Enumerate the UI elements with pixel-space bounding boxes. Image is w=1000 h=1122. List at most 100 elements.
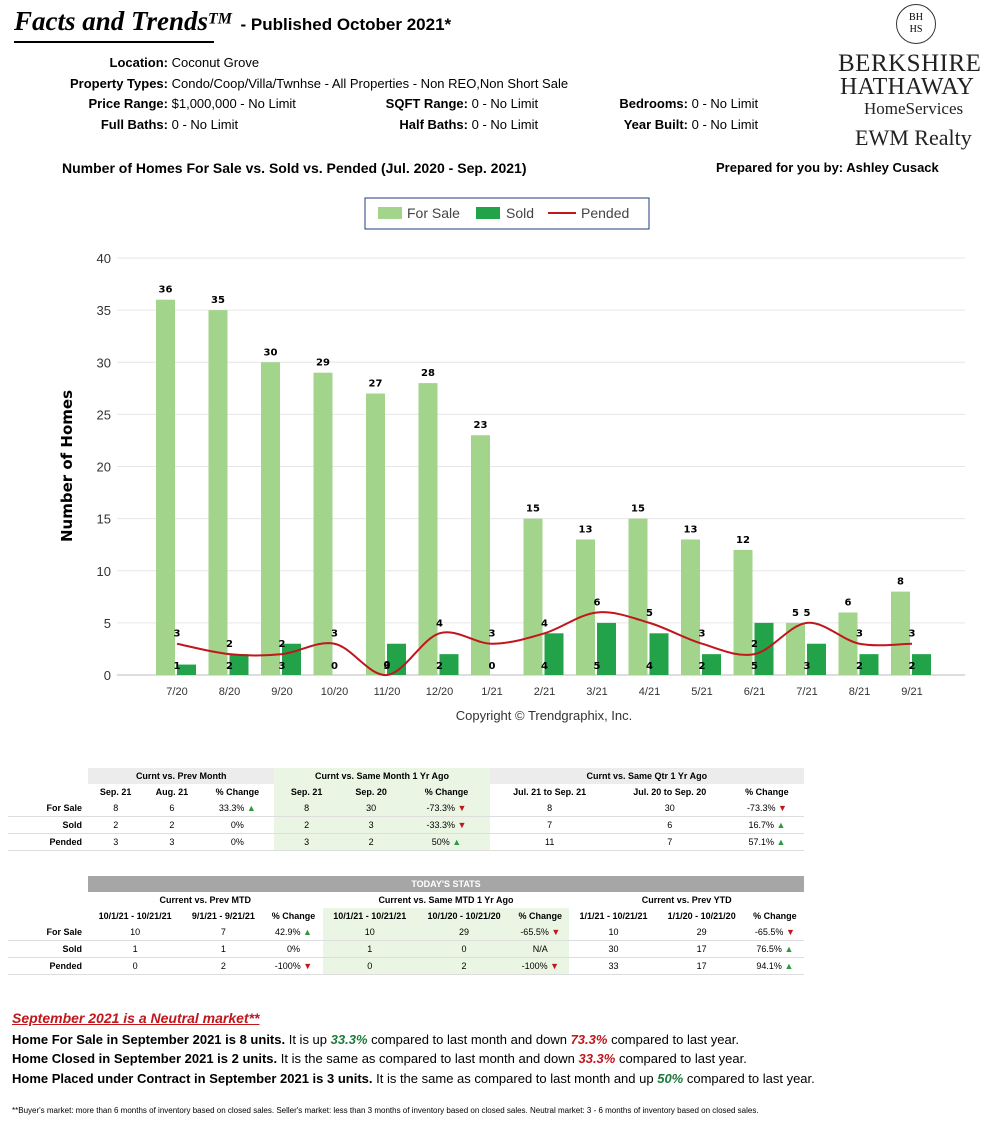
summary-text: compared to last year. <box>615 1051 747 1066</box>
bar-sold <box>439 654 459 675</box>
x-tick-label: 9/20 <box>271 686 292 698</box>
cell-value: 3 <box>368 820 374 830</box>
pended-point-label: 3 <box>909 629 916 640</box>
criteria-row-2: Property Types: Condo/Coop/Villa/Twnhse … <box>0 76 568 91</box>
bedrooms-label: Bedrooms: <box>619 96 688 111</box>
bar-for-sale <box>838 612 858 675</box>
table-cell: 3 <box>338 816 404 834</box>
half-baths: Half Baths: 0 - No Limit <box>370 117 538 132</box>
x-tick-label: 12/20 <box>426 686 454 698</box>
property-type-value: Condo/Coop/Villa/Twnhse - All Properties… <box>171 76 569 91</box>
summary-text: It is up <box>285 1032 331 1047</box>
full-baths: Full Baths: 0 - No Limit <box>0 117 238 132</box>
bar-for-sale-label: 13 <box>684 524 698 535</box>
pended-point-label: 2 <box>279 639 286 650</box>
title-text: Facts and Trends <box>14 6 209 36</box>
cell-value: 30 <box>664 803 675 813</box>
table-cell: 0 <box>416 940 512 958</box>
table-cell: 33.3% ▲ <box>200 800 275 817</box>
x-tick-label: 7/21 <box>796 686 817 698</box>
table-cell: 57.1% ▲ <box>729 833 804 851</box>
table-cell: 6 <box>609 816 730 834</box>
year-built-label: Year Built: <box>623 117 688 132</box>
half-baths-value: 0 - No Limit <box>471 117 539 132</box>
col-header: 10/1/20 - 10/21/20 <box>416 908 512 924</box>
location-label: Location: <box>109 55 169 70</box>
table-row: Sold 2 2 0% 2 3 -33.3% ▼ 7 6 16.7% ▲ <box>8 816 804 834</box>
stats-table-today: TODAY'S STATS Current vs. Prev MTD Curre… <box>8 876 804 975</box>
sqft-range: SQFT Range: 0 - No Limit <box>370 96 538 111</box>
table-cell: 0 <box>88 957 183 975</box>
bar-sold-label: 5 <box>751 661 758 672</box>
cell-value: 29 <box>459 927 470 937</box>
cell-value: 11 <box>545 837 555 847</box>
cell-value: 2 <box>304 820 310 830</box>
criteria-row-3: Price Range: $1,000,000 - No Limit <box>0 96 296 111</box>
down-arrow-icon: ▼ <box>775 803 787 813</box>
table-cell: 33 <box>569 957 658 975</box>
summary-value-down: 73.3% <box>570 1032 608 1047</box>
cell-value: 0% <box>230 837 244 847</box>
summary-text: compared to last year. <box>607 1032 739 1047</box>
cell-value: 8 <box>113 803 119 813</box>
cell-value: 6 <box>169 803 175 813</box>
bar-sold <box>544 633 564 675</box>
row-label: For Sale <box>8 800 88 817</box>
up-arrow-icon: ▲ <box>449 837 462 847</box>
bar-sold-label: 3 <box>279 661 286 672</box>
cell-value: 2 <box>368 837 374 847</box>
logo-homeservices: HomeServices <box>864 99 964 118</box>
table-cell: 2 <box>274 816 339 834</box>
cell-value: 2 <box>113 820 119 830</box>
row-label: For Sale <box>8 924 88 941</box>
bar-for-sale-label: 6 <box>845 597 852 608</box>
table-cell: 30 <box>338 800 404 817</box>
table-cell: 30 <box>609 800 730 817</box>
sqft-range-value: 0 - No Limit <box>471 96 539 111</box>
bar-sold <box>754 622 774 675</box>
y-tick-label: 30 <box>97 355 111 370</box>
col-header: % Change <box>271 911 316 921</box>
table-row: Sold 1 1 0% 1 0 N/A 30 17 76.5% ▲ <box>8 940 804 958</box>
cell-value: 2 <box>461 961 467 971</box>
cell-value: -65.5% <box>754 927 784 937</box>
table-cell: 0% <box>264 940 323 958</box>
bar-sold-label: 2 <box>226 661 233 672</box>
legend-swatch-for-sale <box>378 207 402 219</box>
cell-value: 1 <box>367 944 373 954</box>
cell-value: 57.1% <box>748 837 774 847</box>
bar-for-sale-label: 30 <box>264 347 278 358</box>
bar-sold-label: 0 <box>489 661 496 672</box>
bar-for-sale-label: 35 <box>211 295 225 306</box>
pended-point-label: 5 <box>646 608 653 619</box>
col-header: Sep. 21 <box>99 787 132 797</box>
cell-value: 29 <box>696 927 707 937</box>
group-prev-month: Curnt vs. Prev Month <box>88 768 275 784</box>
cell-value: 10 <box>364 927 375 937</box>
pended-point-label: 0 <box>384 660 391 671</box>
bar-sold <box>597 622 616 675</box>
bedrooms: Bedrooms: 0 - No Limit <box>600 96 758 111</box>
bar-for-sale <box>418 383 438 675</box>
table-cell: 3 <box>88 833 144 851</box>
table-cell: -100% ▼ <box>511 957 570 975</box>
cell-value: 0% <box>286 944 300 954</box>
x-tick-label: 1/21 <box>481 686 502 698</box>
bar-for-sale <box>261 362 280 675</box>
bar-for-sale-label: 29 <box>316 358 330 369</box>
pended-point-label: 6 <box>594 597 601 608</box>
price-range-value: $1,000,000 - No Limit <box>171 96 296 111</box>
table-cell: 30 <box>569 940 658 958</box>
table-cell: 1 <box>182 940 265 958</box>
bar-for-sale-label: 28 <box>421 368 435 379</box>
table-cell: 17 <box>657 940 746 958</box>
col-header: 10/1/21 - 10/21/21 <box>322 908 417 924</box>
pended-point-label: 4 <box>541 618 548 629</box>
logo-hathaway: HATHAWAY <box>840 74 975 100</box>
x-tick-label: 2/21 <box>534 686 555 698</box>
bar-for-sale <box>628 518 648 675</box>
col-header: % Change <box>753 911 797 921</box>
cell-value: -33.3% <box>426 820 456 830</box>
table-cell: -100% ▼ <box>264 957 323 975</box>
bar-sold <box>229 654 249 675</box>
